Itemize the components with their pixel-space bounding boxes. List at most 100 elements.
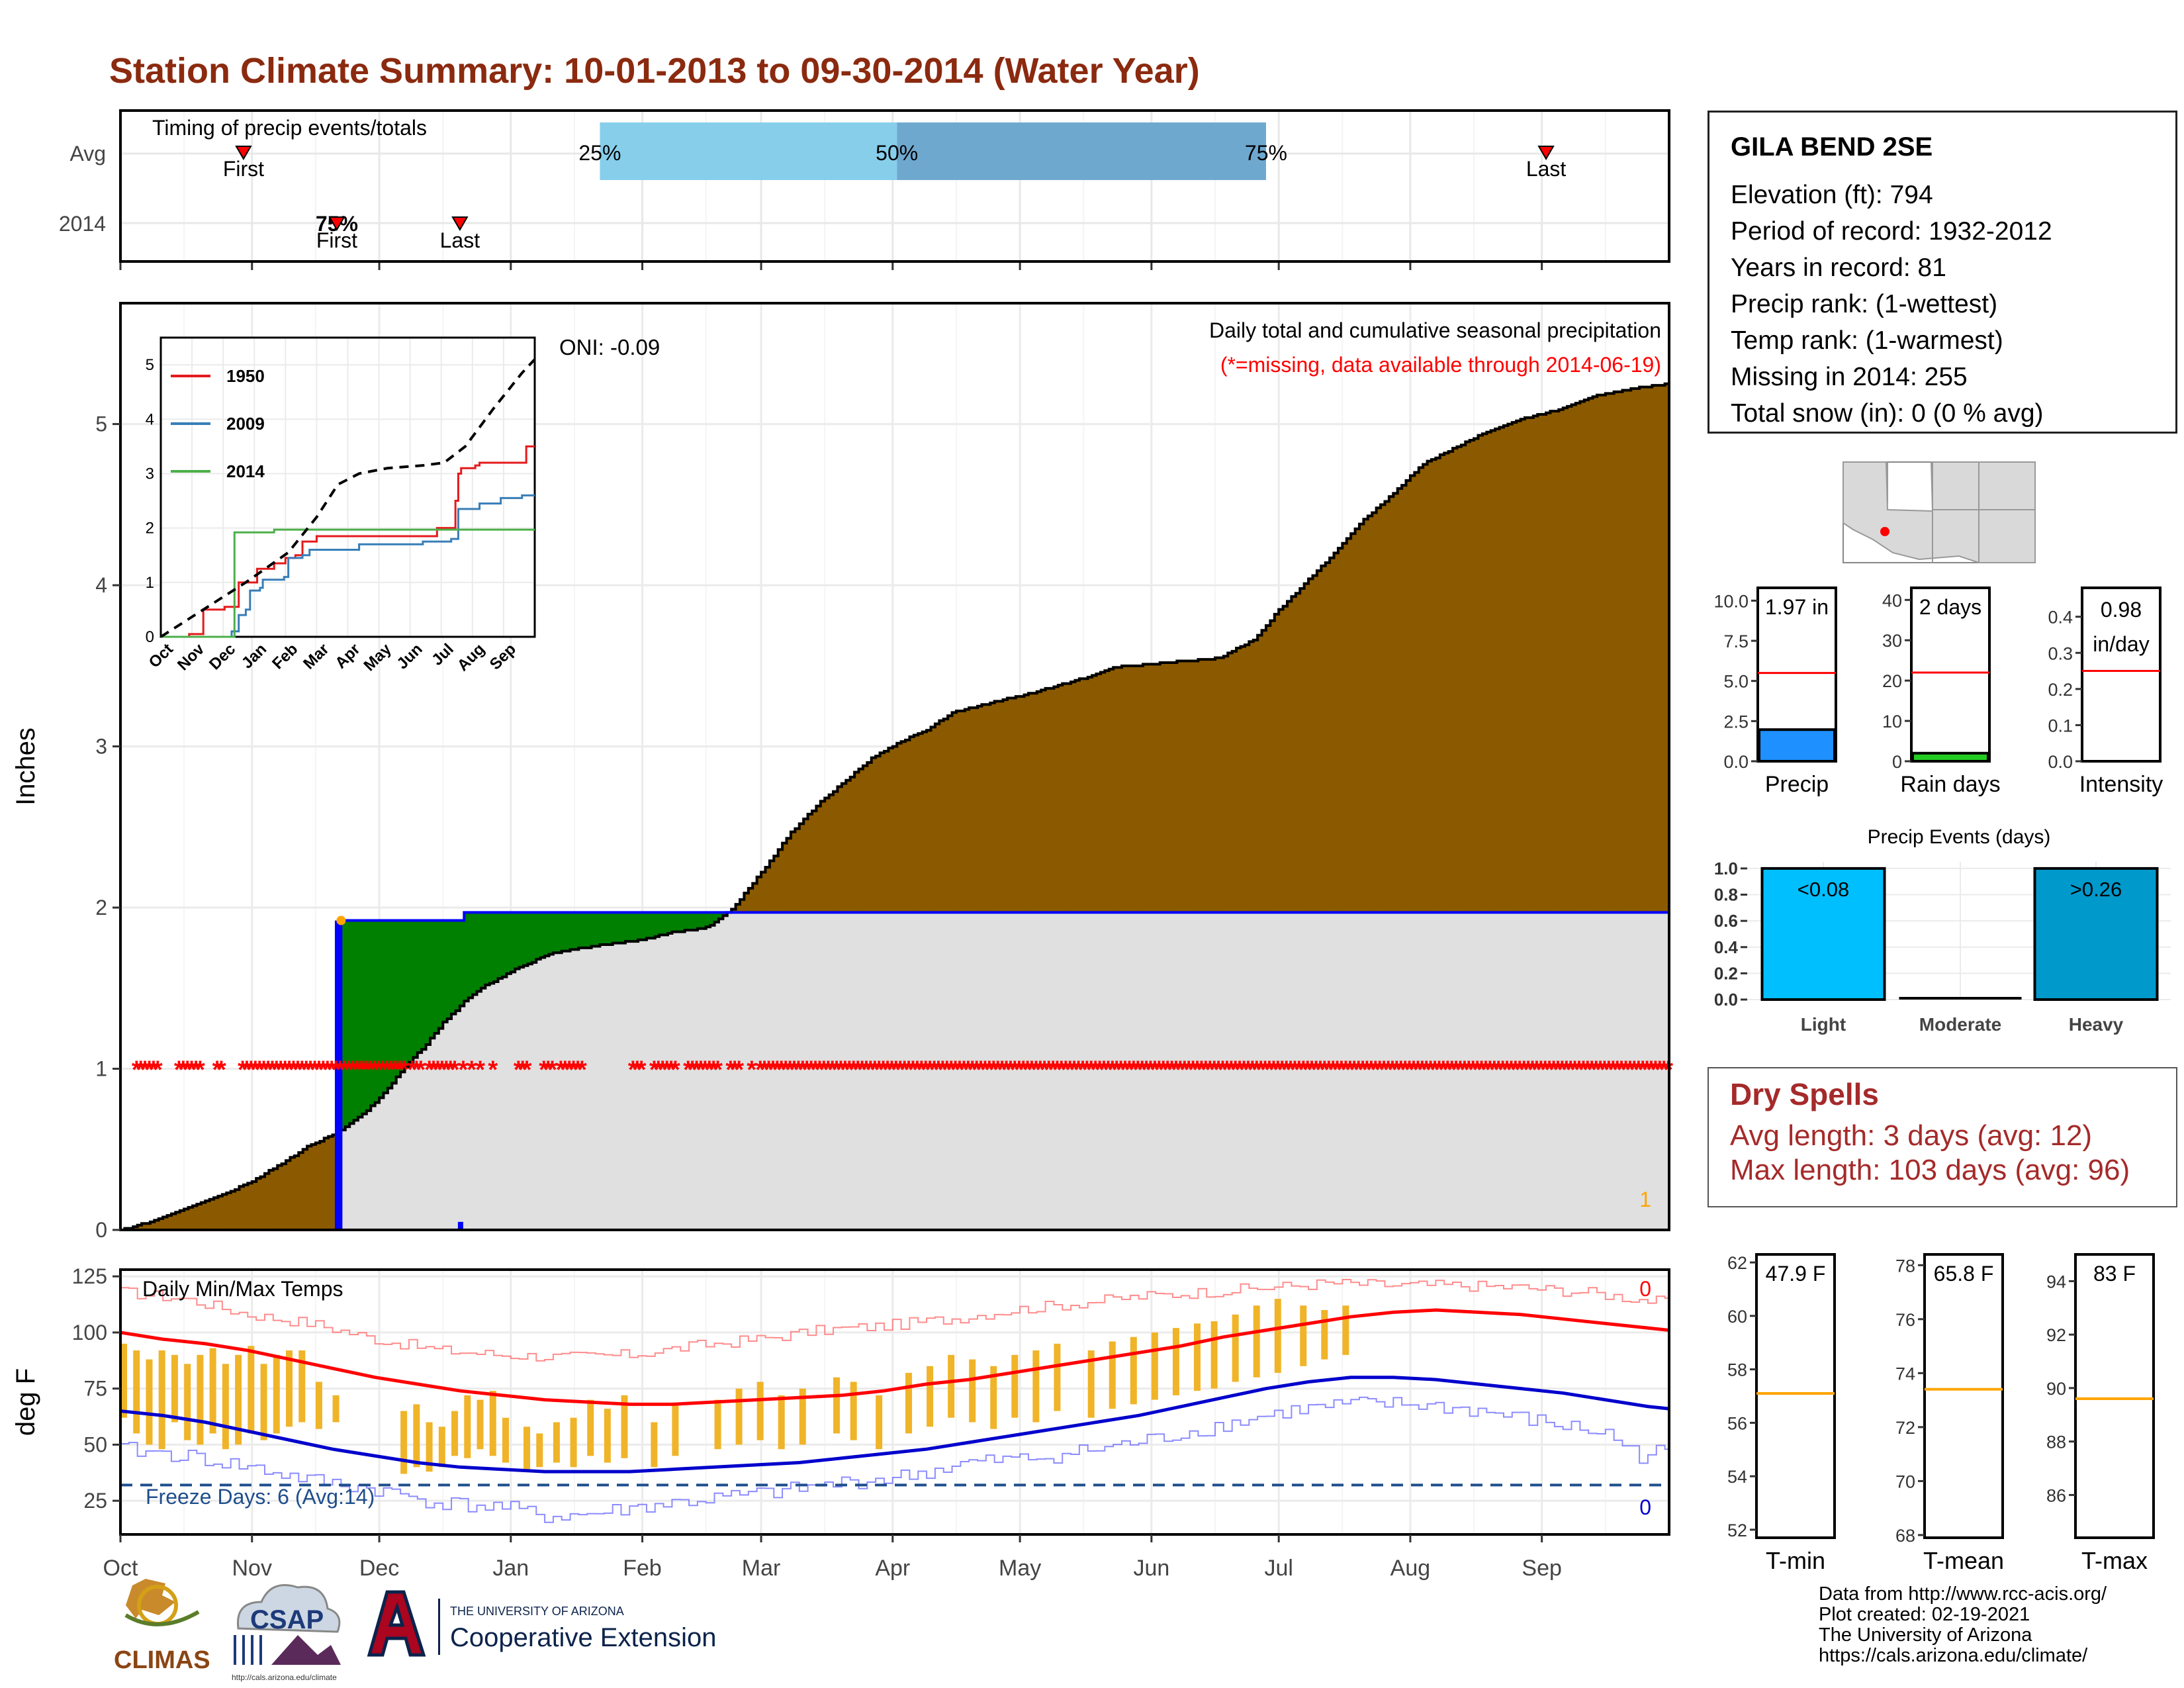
mini-bar-label: Precip xyxy=(1765,772,1829,797)
missing-marker: * xyxy=(1205,1056,1215,1084)
missing-marker: * xyxy=(412,1056,422,1084)
missing-marker: * xyxy=(390,1056,400,1084)
missing-marker: * xyxy=(862,1056,872,1084)
temp-mini-tick-label: 70 xyxy=(1895,1472,1915,1491)
daily-precip-bar xyxy=(334,920,340,1230)
missing-marker: * xyxy=(1617,1056,1627,1084)
precip-ylabel: Inches xyxy=(11,727,40,806)
missing-marker: * xyxy=(662,1056,672,1084)
daily-temp-bar xyxy=(286,1350,293,1427)
daily-temp-bar xyxy=(133,1350,140,1434)
missing-marker: * xyxy=(895,1056,905,1084)
inset-ytick-label: 5 xyxy=(146,356,154,374)
missing-marker: * xyxy=(1260,1056,1270,1084)
missing-marker: * xyxy=(140,1056,150,1084)
missing-marker: * xyxy=(1392,1056,1402,1084)
record-high-line xyxy=(120,1278,1669,1362)
month-label: Nov xyxy=(232,1556,272,1581)
inset-month-label: Jun xyxy=(393,640,426,673)
mini-bar-value-label: 1.97 in xyxy=(1765,595,1829,619)
avg-last-marker xyxy=(1537,146,1555,160)
missing-marker: * xyxy=(348,1056,358,1084)
missing-marker: * xyxy=(310,1056,320,1084)
missing-marker: * xyxy=(1124,1056,1134,1084)
missing-marker: * xyxy=(1052,1056,1062,1084)
avg-tmin-line xyxy=(120,1376,1670,1474)
dry-spells-max: Max length: 103 days (avg: 96) xyxy=(1730,1154,2130,1186)
missing-marker: * xyxy=(246,1056,256,1084)
missing-marker: * xyxy=(441,1056,451,1084)
missing-marker: * xyxy=(271,1056,281,1084)
missing-marker: * xyxy=(1218,1056,1228,1084)
temp-panel: 25 50 75 100 125 deg F Daily Min/Max Temps F… xyxy=(11,1264,1670,1581)
missing-marker: * xyxy=(1154,1056,1164,1084)
missing-marker: * xyxy=(1629,1056,1639,1084)
daily-temp-bar xyxy=(621,1395,628,1458)
missing-marker: * xyxy=(1048,1056,1058,1084)
timing-quartile-label: 25% xyxy=(578,141,621,165)
missing-marker: * xyxy=(132,1056,142,1084)
missing-marker: * xyxy=(1545,1056,1555,1084)
daily-temp-bar xyxy=(876,1395,883,1450)
missing-marker: * xyxy=(1201,1056,1210,1084)
temp-mini-tick-label: 52 xyxy=(1727,1521,1747,1540)
missing-marker: * xyxy=(144,1056,154,1084)
month-label: Jun xyxy=(1133,1556,1169,1581)
missing-marker: * xyxy=(700,1056,710,1084)
daily-temp-bar xyxy=(1193,1323,1201,1391)
mini-bar-value xyxy=(1911,751,1989,763)
temp-panel-title: Daily Min/Max Temps xyxy=(142,1277,343,1301)
missing-marker: * xyxy=(1286,1056,1296,1084)
missing-marker: * xyxy=(768,1056,778,1084)
missing-marker: * xyxy=(853,1056,863,1084)
temp-mini-tick-label: 62 xyxy=(1727,1253,1747,1273)
mini-bar-tick-label: 0.1 xyxy=(2048,716,2073,735)
missing-marker: * xyxy=(658,1056,668,1084)
missing-marker: * xyxy=(488,1056,498,1084)
missing-marker: * xyxy=(1506,1056,1516,1084)
daily-temp-bar xyxy=(799,1388,806,1445)
missing-marker: * xyxy=(649,1056,659,1084)
missing-marker: * xyxy=(382,1056,392,1084)
inset-series-1950 xyxy=(161,445,535,638)
month-label: Dec xyxy=(359,1556,399,1581)
missing-marker: * xyxy=(1417,1056,1427,1084)
mini-bar-tick-label: 0.4 xyxy=(2048,608,2073,628)
missing-marker: * xyxy=(811,1056,821,1084)
daily-temp-bar xyxy=(1054,1343,1061,1411)
month-label: Oct xyxy=(103,1556,138,1581)
daily-temp-bar xyxy=(833,1377,841,1434)
missing-marker: * xyxy=(938,1056,948,1084)
month-label: Aug xyxy=(1390,1556,1431,1581)
missing-marker: * xyxy=(1099,1056,1109,1084)
missing-marker: * xyxy=(267,1056,277,1084)
daily-temp-bar xyxy=(990,1366,997,1429)
missing-marker: * xyxy=(874,1056,884,1084)
missing-marker: * xyxy=(238,1056,248,1084)
missing-marker: * xyxy=(1383,1056,1393,1084)
avg-first-label: First xyxy=(223,157,264,181)
missing-marker: * xyxy=(955,1056,965,1084)
missing-marker: * xyxy=(1095,1056,1105,1084)
missing-marker: * xyxy=(1082,1056,1092,1084)
missing-marker: * xyxy=(577,1056,587,1084)
missing-marker: * xyxy=(1061,1056,1071,1084)
missing-marker: * xyxy=(1103,1056,1113,1084)
mini-bar-value-label: 2 days xyxy=(1919,595,1981,619)
missing-marker: * xyxy=(1451,1056,1461,1084)
inset-month-label: Feb xyxy=(269,640,301,673)
missing-marker: * xyxy=(242,1056,252,1084)
missing-marker: * xyxy=(1396,1056,1406,1084)
missing-marker: * xyxy=(942,1056,952,1084)
missing-marker: * xyxy=(904,1056,914,1084)
daily-temp-bar xyxy=(553,1422,560,1463)
daily-temp-bar xyxy=(451,1411,459,1456)
mini-bar-tick-label: 20 xyxy=(1882,671,1902,691)
month-label: Jul xyxy=(1264,1556,1293,1581)
missing-marker: * xyxy=(1188,1056,1198,1084)
missing-marker: * xyxy=(445,1056,455,1084)
missing-marker: * xyxy=(361,1056,371,1084)
missing-marker: * xyxy=(560,1056,570,1084)
mini-bar-tick-label: 10.0 xyxy=(1713,591,1749,611)
daily-temp-bar xyxy=(1109,1341,1116,1409)
